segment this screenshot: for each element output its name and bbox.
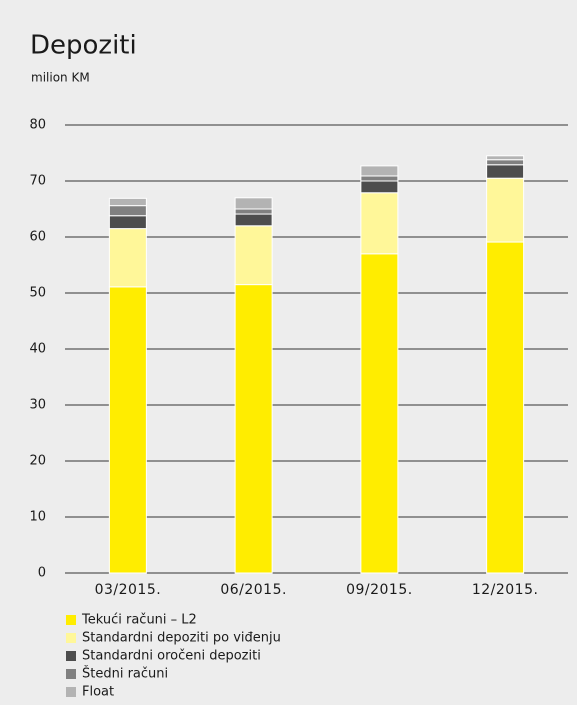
bar-segment [360,165,399,177]
y-tick-label: 60 [29,230,46,245]
legend-swatch [66,633,76,643]
bar-segment [486,241,525,574]
chart-title: Depoziti [30,31,137,61]
legend-swatch [66,615,76,625]
bar-segment [108,215,147,230]
legend-label: Float [82,685,114,700]
x-tick-label: 12/2015. [472,582,539,598]
bar-segment [234,208,273,215]
bar-segment [108,228,147,288]
y-tick-label: 10 [29,510,46,525]
bar-segment [108,205,147,217]
bar-segment [234,284,273,574]
x-tick-label: 09/2015. [346,582,413,598]
bar-segment [108,286,147,574]
x-tick-label: 03/2015. [95,582,162,598]
y-tick-label: 40 [29,342,46,357]
y-tick-label: 70 [29,174,46,189]
x-tick-label: 06/2015. [220,582,287,598]
bar-segment [360,253,399,574]
bar-segment [486,177,525,243]
bar-segment [486,155,525,161]
legend-label: Standardni depoziti po viđenju [82,631,281,646]
legend-label: Štedni računi [82,666,168,682]
legend-label: Tekući računi – L2 [81,613,197,628]
bar-segment [486,159,525,166]
legend-swatch [66,651,76,661]
y-tick-label: 0 [38,566,46,581]
bar-segment [360,192,399,255]
bar-segment [234,197,273,210]
legend-swatch [66,669,76,679]
y-tick-label: 50 [29,286,46,301]
bar-segment [234,225,273,286]
y-tick-label: 30 [29,398,46,413]
y-tick-label: 20 [29,454,46,469]
chart-subtitle: milion KM [31,71,90,85]
bar-segment [360,175,399,182]
bar-segment [360,180,399,194]
legend-label: Standardni oročeni depoziti [82,649,261,664]
legend-swatch [66,687,76,697]
bar-segment [108,197,147,207]
bar-segment [486,164,525,179]
bar-segment [234,213,273,227]
y-tick-label: 80 [29,118,46,133]
